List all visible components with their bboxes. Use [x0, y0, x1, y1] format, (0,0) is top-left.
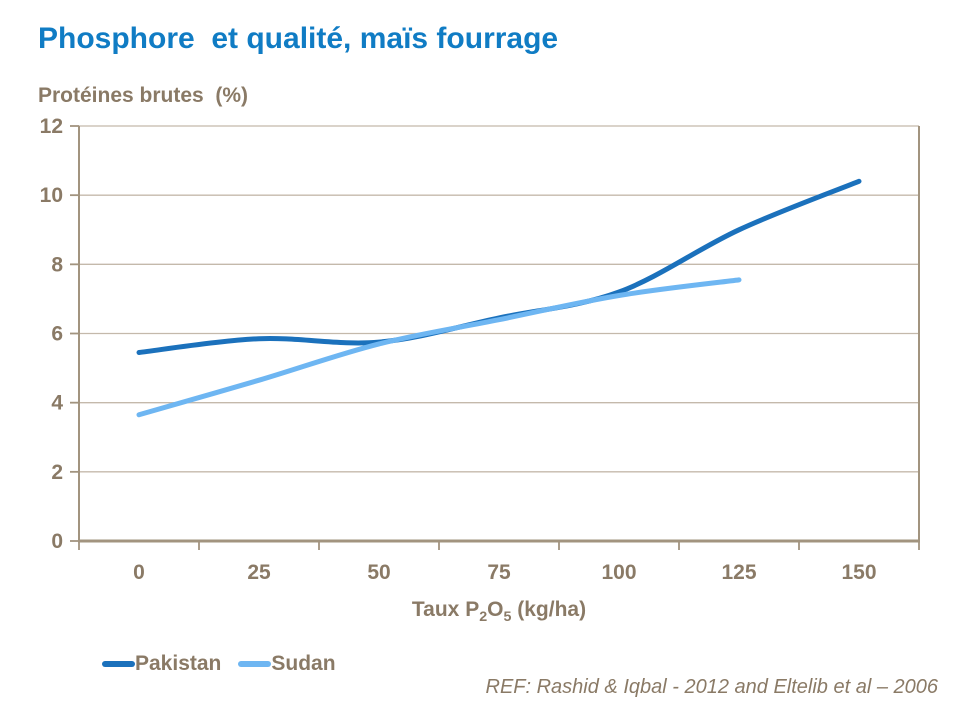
legend-label-pakistan: Pakistan	[135, 652, 222, 675]
legend-item-sudan: Sudan	[238, 650, 336, 678]
x-tick-label: 75	[487, 561, 511, 584]
y-tick-label: 10	[40, 184, 63, 207]
y-tick-label: 8	[51, 253, 63, 276]
x-axis-title-sub5: 5	[503, 609, 512, 626]
x-tick-label: 50	[367, 561, 390, 584]
x-axis-title-text: Taux P	[411, 598, 480, 621]
y-axis-title: Protéines brutes (%)	[38, 84, 249, 107]
page-title: Phosphore et qualité, maïs fourrage	[38, 22, 559, 55]
series-line-pakistan	[136, 178, 862, 356]
x-axis-title-text: O	[487, 598, 504, 621]
legend-item-pakistan: Pakistan	[102, 650, 221, 678]
x-tick-label: 0	[133, 561, 145, 584]
reference-note: REF: Rashid & Iqbal - 2012 and Eltelib e…	[485, 676, 939, 698]
x-axis-title: Taux P2O5 (kg/ha)	[79, 598, 919, 625]
x-axis-title-sub2: 2	[479, 609, 488, 626]
y-tick-label: 12	[40, 115, 63, 138]
chart-legend: Pakistan Sudan	[102, 650, 336, 678]
x-tick-label: 25	[247, 561, 271, 584]
x-tick-label: 125	[721, 561, 756, 584]
y-tick-label: 2	[51, 461, 63, 484]
y-tick-label: 4	[51, 392, 63, 415]
legend-label-sudan: Sudan	[271, 652, 336, 675]
legend-swatch-pakistan	[102, 661, 135, 667]
x-axis-title-text: (kg/ha)	[511, 598, 587, 621]
y-tick-label: 0	[51, 530, 63, 553]
legend-swatch-sudan	[238, 661, 272, 667]
series-line-sudan	[136, 277, 742, 418]
x-tick-label: 150	[841, 561, 876, 584]
x-tick-label: 100	[601, 561, 636, 584]
y-tick-label: 6	[51, 323, 63, 346]
